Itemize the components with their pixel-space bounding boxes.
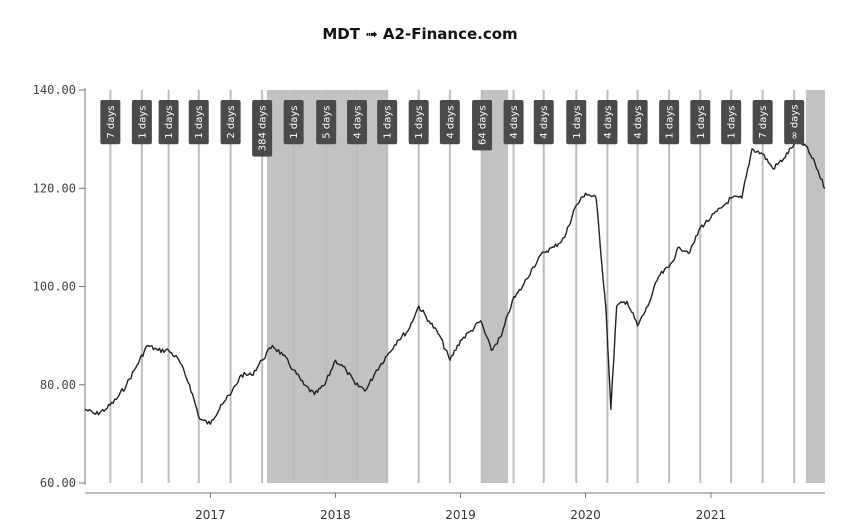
y-tick-label: 100.00 <box>33 280 76 294</box>
annotation-label: 4 days <box>503 100 524 145</box>
annotation-label: 1 days <box>131 100 152 145</box>
annotation-box <box>533 100 554 145</box>
annotation-box <box>597 100 618 145</box>
annotation-box <box>347 100 368 145</box>
annotation-label: 1 days <box>721 100 742 145</box>
annotation-label: 1 days <box>566 100 587 145</box>
shaded-region <box>805 90 825 483</box>
annotation-text: 64 days <box>478 105 489 145</box>
shaded-regions <box>266 90 825 483</box>
annotation-label: 1 days <box>690 100 711 145</box>
annotation-text: 4 days <box>603 106 614 139</box>
annotation-text: 1 days <box>164 106 175 139</box>
annotation-text: 1 days <box>572 106 583 139</box>
annotation-text: 4 days <box>353 106 364 139</box>
annotation-box <box>131 100 152 145</box>
annotation-labels: 7 days 1 days 1 days 1 days 2 days 384 days 1 … <box>100 100 805 157</box>
shaded-region <box>480 90 509 483</box>
y-tick-label: 80.00 <box>40 378 76 392</box>
annotation-box <box>408 100 429 145</box>
annotation-label: ∞ days <box>784 100 805 145</box>
annotation-label: 1 days <box>158 100 179 145</box>
y-tick-label: 140.00 <box>33 83 76 97</box>
annotation-box <box>316 100 337 145</box>
annotation-label: 7 days <box>752 100 773 145</box>
annotation-label: 4 days <box>597 100 618 145</box>
annotation-text: 1 days <box>727 106 738 139</box>
annotation-label: 4 days <box>439 100 460 145</box>
annotation-box <box>472 100 493 151</box>
annotation-text: 7 days <box>758 106 769 139</box>
annotation-box <box>690 100 711 145</box>
annotation-text: 4 days <box>633 106 644 139</box>
annotation-text: 7 days <box>106 106 117 139</box>
annotation-box <box>721 100 742 145</box>
chart-title: MDT ➟ A2-Finance.com <box>322 25 517 43</box>
event-markers <box>109 90 796 483</box>
annotation-text: 1 days <box>194 106 205 139</box>
annotation-box <box>220 100 241 145</box>
annotation-box <box>100 100 121 145</box>
y-tick-label: 120.00 <box>33 181 76 195</box>
annotation-box <box>252 100 273 157</box>
annotation-label: 2 days <box>220 100 241 145</box>
x-axis: 2017 2018 2019 2020 2021 <box>85 492 825 522</box>
annotation-box <box>503 100 524 145</box>
annotation-text: 1 days <box>414 106 425 139</box>
annotation-box <box>784 100 805 145</box>
annotation-label: 1 days <box>659 100 680 145</box>
annotation-label: 4 days <box>347 100 368 145</box>
annotation-box <box>158 100 179 145</box>
y-tick-label: 60.00 <box>40 476 76 490</box>
x-tick-label: 2018 <box>320 508 351 522</box>
annotation-box <box>659 100 680 145</box>
annotation-text: 1 days <box>383 106 394 139</box>
annotation-text: 4 days <box>539 106 550 139</box>
annotation-text: ∞ days <box>790 105 801 140</box>
annotation-text: 1 days <box>137 106 148 139</box>
x-tick-label: 2020 <box>570 508 601 522</box>
x-tick-label: 2021 <box>696 508 727 522</box>
x-tick-label: 2017 <box>195 508 226 522</box>
annotation-label: 1 days <box>377 100 398 145</box>
annotation-label: 5 days <box>316 100 337 145</box>
annotation-label: 384 days <box>252 100 273 157</box>
annotation-text: 1 days <box>696 106 707 139</box>
annotation-box <box>752 100 773 145</box>
annotation-label: 1 days <box>408 100 429 145</box>
annotation-text: 4 days <box>509 106 520 139</box>
annotation-box <box>566 100 587 145</box>
annotation-box <box>377 100 398 145</box>
annotation-box <box>188 100 209 145</box>
annotation-label: 7 days <box>100 100 121 145</box>
annotation-text: 2 days <box>226 106 237 139</box>
annotation-box <box>283 100 304 145</box>
y-axis: 140.00 120.00 100.00 80.00 60.00 <box>33 83 86 490</box>
annotation-label: 64 days <box>472 100 493 151</box>
x-tick-label: 2019 <box>445 508 476 522</box>
annotation-label: 1 days <box>283 100 304 145</box>
annotation-text: 1 days <box>665 106 676 139</box>
annotation-box <box>439 100 460 145</box>
price-line <box>84 140 826 425</box>
annotation-text: 384 days <box>258 105 269 151</box>
annotation-label: 1 days <box>188 100 209 145</box>
annotation-box <box>627 100 648 145</box>
annotation-text: 5 days <box>322 106 333 139</box>
price-series <box>84 140 826 425</box>
annotation-label: 4 days <box>627 100 648 145</box>
annotation-text: 4 days <box>445 106 456 139</box>
annotation-text: 1 days <box>289 106 300 139</box>
annotation-label: 4 days <box>533 100 554 145</box>
